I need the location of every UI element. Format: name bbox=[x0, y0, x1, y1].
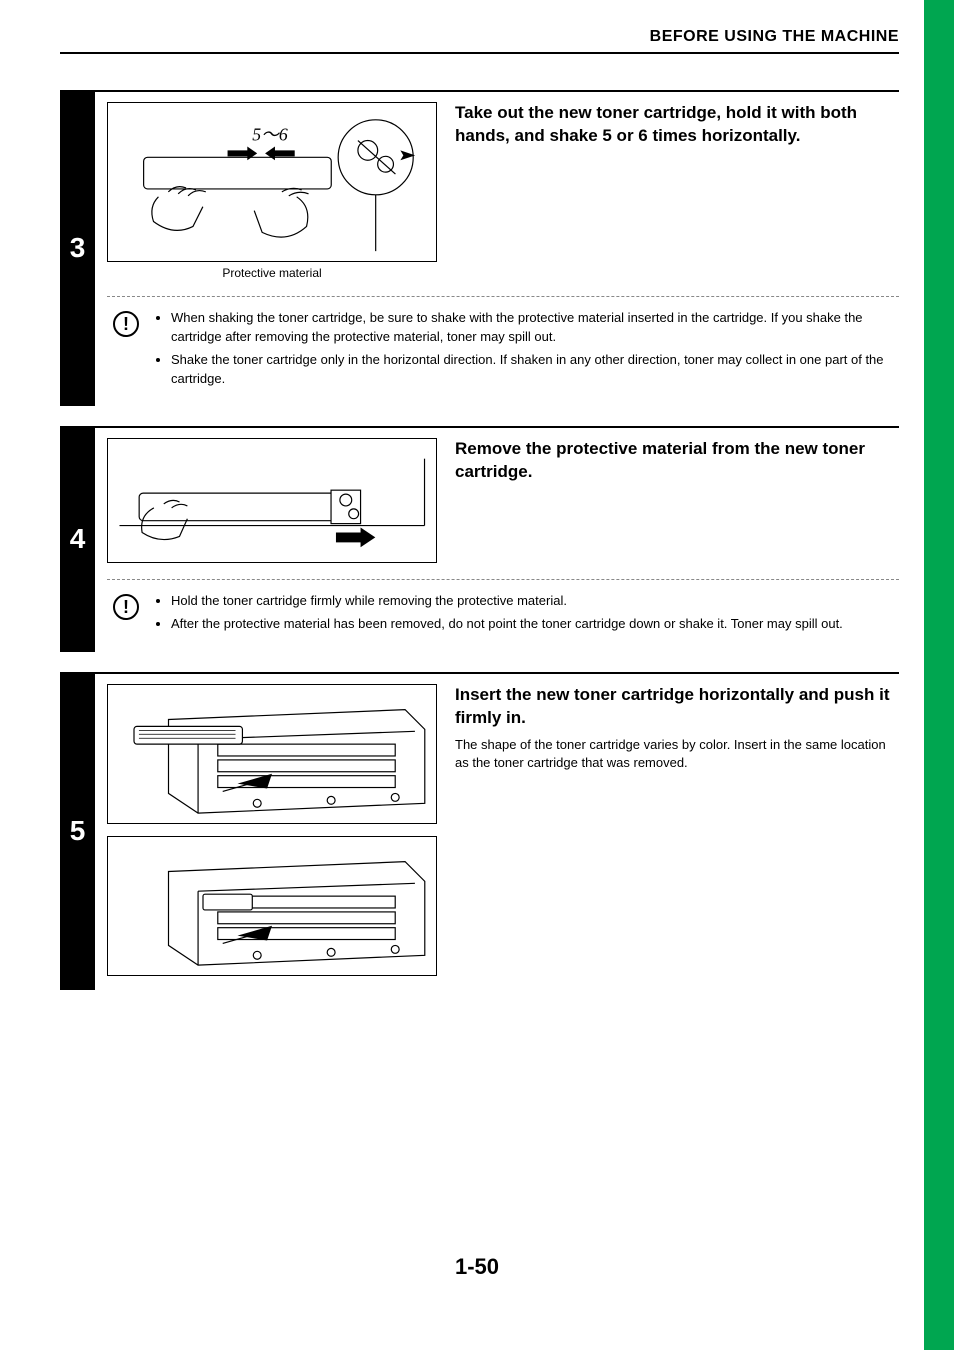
step-body: Remove the protective material from the … bbox=[95, 426, 899, 652]
step-number: 4 bbox=[70, 523, 86, 555]
page-number: 1-50 bbox=[0, 1254, 954, 1280]
step-number: 5 bbox=[70, 815, 86, 847]
step-number-col: 3 bbox=[60, 90, 95, 406]
step-5: 5 bbox=[60, 672, 899, 990]
shake-count-label: 5～6 bbox=[252, 125, 288, 145]
illustration bbox=[107, 684, 437, 824]
caution-icon: ! bbox=[113, 311, 139, 337]
step-heading: Remove the protective material from the … bbox=[455, 438, 899, 484]
illustration bbox=[107, 438, 437, 563]
step-heading: Take out the new toner cartridge, hold i… bbox=[455, 102, 899, 148]
caution-block: ! When shaking the toner cartridge, be s… bbox=[107, 309, 899, 406]
step-heading: Insert the new toner cartridge horizonta… bbox=[455, 684, 899, 730]
illustration-col: 5～6 Protective material bbox=[107, 102, 437, 280]
section-title: BEFORE USING THE MACHINE bbox=[60, 28, 899, 46]
side-tab bbox=[924, 0, 954, 1350]
page-header: BEFORE USING THE MACHINE bbox=[60, 28, 899, 54]
step-body: Insert the new toner cartridge horizonta… bbox=[95, 672, 899, 990]
caution-list: Hold the toner cartridge firmly while re… bbox=[153, 592, 899, 638]
content: 3 bbox=[60, 90, 899, 1010]
caution-item: Shake the toner cartridge only in the ho… bbox=[171, 351, 899, 389]
step-number-col: 4 bbox=[60, 426, 95, 652]
step-number-col: 5 bbox=[60, 672, 95, 990]
dashed-separator bbox=[107, 296, 899, 297]
header-rule bbox=[60, 52, 899, 54]
dashed-separator bbox=[107, 579, 899, 580]
caution-item: After the protective material has been r… bbox=[171, 615, 899, 634]
illustration-col bbox=[107, 438, 437, 563]
illustration-caption: Protective material bbox=[107, 266, 437, 280]
illustration bbox=[107, 836, 437, 976]
step-3: 3 bbox=[60, 90, 899, 406]
caution-block: ! Hold the toner cartridge firmly while … bbox=[107, 592, 899, 652]
step-4: 4 bbox=[60, 426, 899, 652]
illustration: 5～6 bbox=[107, 102, 437, 262]
caution-item: Hold the toner cartridge firmly while re… bbox=[171, 592, 899, 611]
step-body: 5～6 Protective material Take out the new… bbox=[95, 90, 899, 406]
caution-icon: ! bbox=[113, 594, 139, 620]
caution-list: When shaking the toner cartridge, be sur… bbox=[153, 309, 899, 392]
step-number: 3 bbox=[70, 232, 86, 264]
caution-item: When shaking the toner cartridge, be sur… bbox=[171, 309, 899, 347]
step-subtext: The shape of the toner cartridge varies … bbox=[455, 736, 899, 772]
illustration-col bbox=[107, 684, 437, 976]
